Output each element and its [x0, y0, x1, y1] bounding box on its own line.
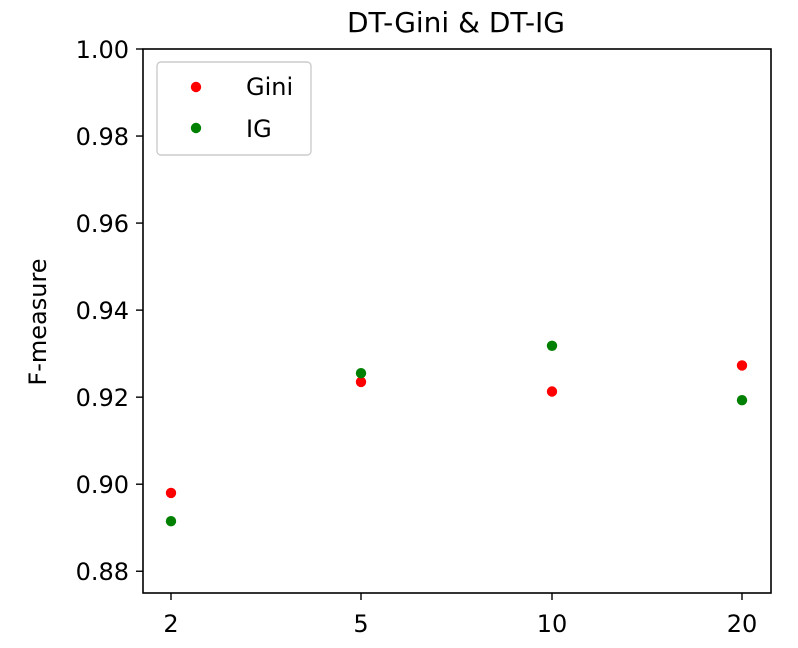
x-tick-label: 10: [537, 610, 568, 638]
x-ticks: 2 5 10 20: [163, 593, 757, 638]
data-points: [165, 340, 748, 527]
plot-frame: [142, 48, 772, 594]
y-tick-label: 1.00: [76, 36, 129, 64]
chart-title: DT-Gini & DT-IG: [347, 6, 565, 39]
y-tick-label: 0.92: [76, 384, 129, 412]
data-point-gini: [546, 386, 558, 397]
y-tick-label: 0.90: [76, 471, 129, 499]
legend-label-ig: IG: [246, 115, 272, 143]
y-tick-label: 0.88: [76, 558, 129, 586]
y-tick-label: 0.96: [76, 210, 129, 238]
y-tick-label: 0.94: [76, 297, 129, 325]
legend-label-gini: Gini: [246, 73, 293, 101]
data-point-ig: [355, 368, 367, 379]
x-tick-label: 20: [727, 610, 758, 638]
data-point-ig: [165, 515, 177, 527]
data-point-ig: [546, 340, 558, 352]
data-point-gini: [736, 360, 748, 371]
x-tick-label: 5: [353, 610, 368, 638]
y-tick-label: 0.98: [76, 123, 129, 151]
x-tick-label: 2: [163, 610, 178, 638]
legend-marker-ig: [190, 122, 202, 134]
legend-marker-gini: [190, 81, 202, 93]
legend: Gini IG: [156, 61, 312, 156]
data-point-gini: [165, 487, 177, 499]
data-point-ig: [736, 395, 748, 406]
y-axis-label: F-measure: [24, 258, 52, 385]
y-ticks: 0.88 0.90 0.92 0.94 0.96 0.98 1.00: [76, 36, 143, 586]
data-point-gini: [355, 376, 367, 388]
